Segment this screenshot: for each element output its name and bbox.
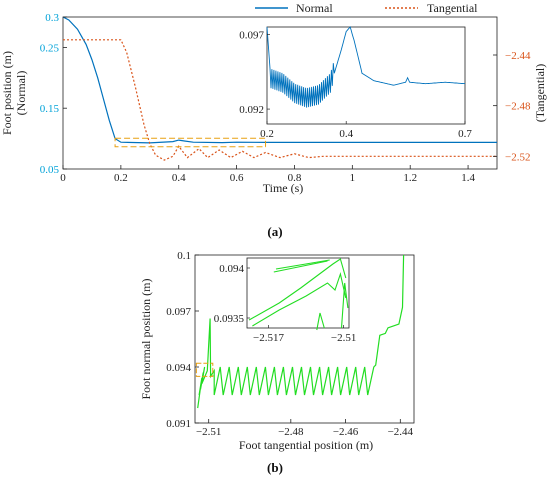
panel-a-ylabel-left-sub: (Normal) [14,71,28,116]
inset-x-tick-label: 0.2 [260,128,274,140]
y-tick-label: 0.097 [166,306,191,318]
inset-trajectory-segment [275,259,330,270]
y-tick-label: 0.1 [177,250,191,262]
inset-y-tick-label: 0.094 [219,263,244,275]
panel-a-caption: (a) [267,224,282,239]
normal-series-line [62,16,497,144]
x-tick-label: −2.48 [278,426,304,438]
panel-b-trajectory-plot: −2.51 −2.48 −2.46 −2.44 0.0910.0940.0970.1 … [139,250,415,475]
inset-trajectory-segment [252,271,347,327]
inset-normal-line [266,26,466,108]
inset-x-tick-label: −2.517 [253,332,284,344]
panel-a-inset-x-ticks: 0.2 0.4 0.7 [260,121,472,140]
panel-b-inset: −2.517 −2.51 0.094 0.0935 [214,257,356,344]
x-tick-label: 0.2 [114,172,128,184]
inset-y-tick-label: 0.097 [239,29,264,41]
x-tick-label: −2.46 [333,426,359,438]
panel-b-inset-frame [246,257,350,329]
right-tick-label: −2.48 [505,101,531,113]
y-tick-label: 0.094 [166,362,191,374]
panel-a-inset-y-ticks: 0.097 0.092 [239,29,270,116]
panel-a-time-plot: 0 0.2 0.4 0.6 0.8 1 1.2 1.4 0.05 0.15 0.25 0.3 −2.… [0,1,547,239]
panel-b-inset-x-ticks: −2.517 −2.51 [253,325,356,344]
panel-b-ylabel: Foot normal position (m) [139,279,153,400]
left-tick-label: 0.25 [40,42,60,54]
right-tick-label: −2.52 [505,151,530,163]
x-tick-label: 0 [60,172,66,184]
x-tick-label: 1 [350,172,356,184]
panel-a-xlabel: Time (s) [263,181,304,195]
panel-a-legend: Normal Tangential [255,1,478,15]
inset-trajectory-segment [340,282,349,329]
inset-x-tick-label: −2.51 [331,332,356,344]
inset-x-tick-label: 0.7 [458,128,472,140]
zoom-region-box [114,137,267,148]
panel-a-x-axis-ticks: 0 0.2 0.4 0.6 0.8 1 1.2 1.4 [60,165,475,184]
x-tick-label: 1.2 [403,172,417,184]
panel-b-inset-y-ticks: 0.094 0.0935 [214,263,250,325]
legend-tangential-label: Tangential [427,1,478,15]
x-tick-label: 1.4 [461,172,475,184]
inset-x-tick-label: 0.4 [339,128,353,140]
x-tick-label: 0.8 [288,172,302,184]
x-tick-label: 0.6 [230,172,244,184]
inset-y-tick-label: 0.092 [239,104,264,116]
inset-trajectory-segment [248,258,347,321]
panel-b-x-axis-ticks: −2.51 −2.48 −2.46 −2.44 [196,419,414,438]
panel-b-plot-frame [194,254,415,424]
inset-trajectory-segment [316,312,325,331]
panel-b-caption: (b) [267,460,283,475]
panel-a-right-axis-ticks: −2.44 −2.48 −2.52 [493,50,531,163]
x-tick-label: −2.51 [196,426,221,438]
legend-normal-label: Normal [296,1,333,15]
panel-b-y-axis-ticks: 0.091 0.094 0.097 0.1 [166,250,199,430]
y-tick-label: 0.091 [166,418,191,430]
left-tick-label: 0.3 [45,12,59,24]
panel-a-inset: 0.2 0.4 0.7 0.097 0.092 [239,26,472,140]
x-tick-label: −2.44 [388,426,414,438]
inset-trajectory-segment [273,260,328,273]
panel-b-xlabel: Foot tangential position (m) [239,438,373,452]
panel-a-plot-frame [62,16,498,170]
x-tick-label: 0.4 [172,172,186,184]
tangential-series-line [63,39,497,161]
left-tick-label: 0.05 [40,164,60,176]
left-tick-label: 0.15 [40,103,60,115]
panel-a-left-axis-ticks: 0.05 0.15 0.25 0.3 [40,12,67,176]
trajectory-line [197,254,405,409]
panel-a-ylabel-right: (Tangential) [533,64,547,122]
inset-trajectory-lines [248,258,349,331]
trajectory-zoom-box [195,362,214,377]
panel-a-ylabel-left: Foot position (m) [0,51,14,135]
right-tick-label: −2.44 [505,50,531,62]
inset-y-tick-label: 0.0935 [214,313,245,325]
